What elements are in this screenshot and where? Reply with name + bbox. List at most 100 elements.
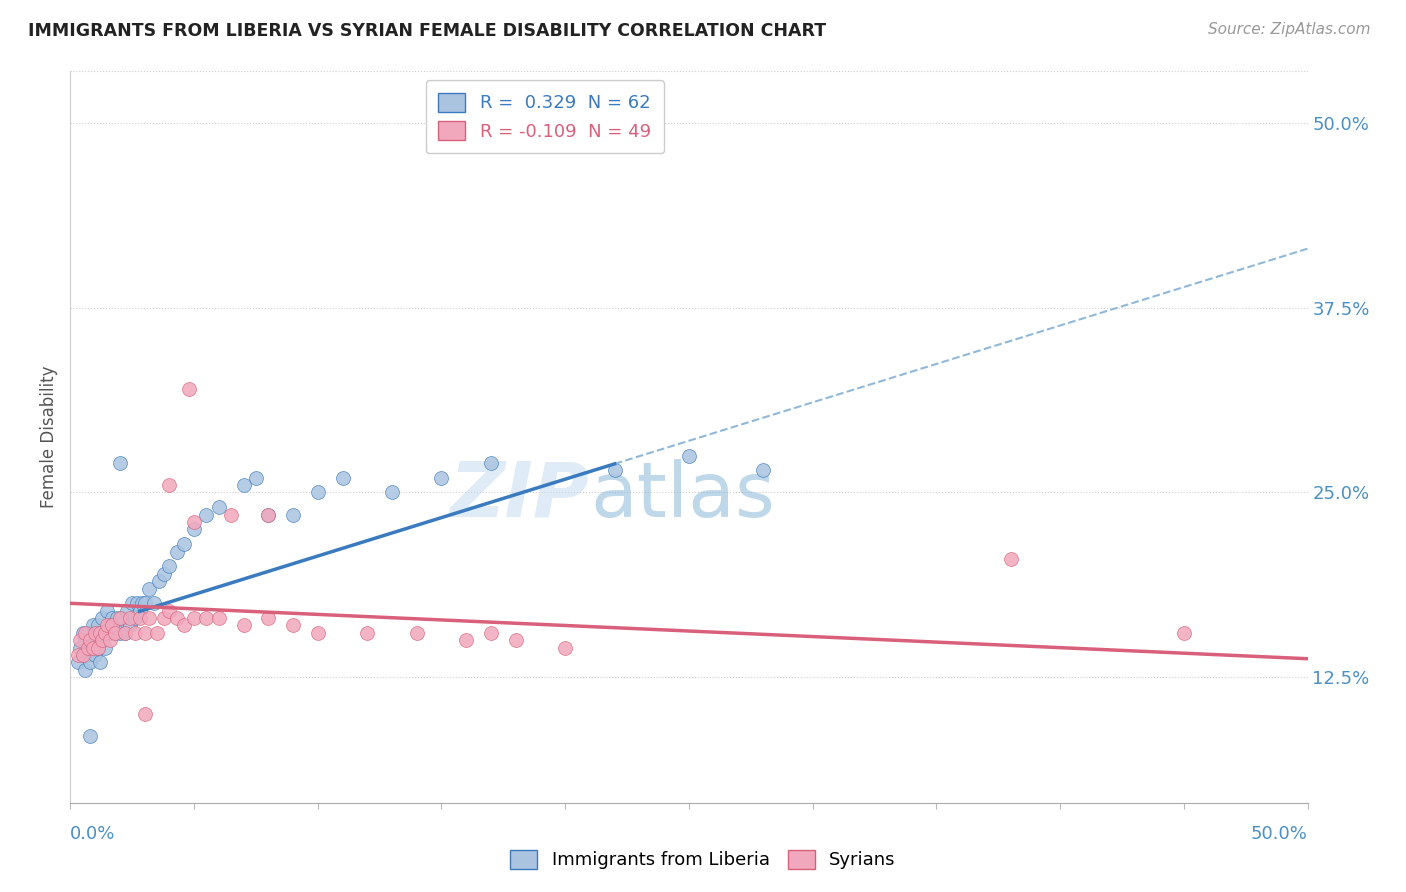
Point xyxy=(84,625,107,640)
Point xyxy=(166,611,188,625)
Point xyxy=(75,625,97,640)
Legend: R =  0.329  N = 62, R = -0.109  N = 49: R = 0.329 N = 62, R = -0.109 N = 49 xyxy=(426,80,664,153)
Point xyxy=(79,729,101,743)
Point xyxy=(89,625,111,640)
Point xyxy=(257,508,280,522)
Point xyxy=(108,625,131,640)
Text: Source: ZipAtlas.com: Source: ZipAtlas.com xyxy=(1208,22,1371,37)
Point xyxy=(115,604,138,618)
Point xyxy=(124,625,146,640)
Point xyxy=(69,640,91,655)
Point xyxy=(143,596,166,610)
Point xyxy=(108,456,131,470)
Point xyxy=(752,463,775,477)
Legend: Immigrants from Liberia, Syrians: Immigrants from Liberia, Syrians xyxy=(501,841,905,879)
Point xyxy=(105,611,128,625)
Point xyxy=(96,625,118,640)
Point xyxy=(208,500,231,515)
Text: ZIP: ZIP xyxy=(450,458,591,533)
Point xyxy=(153,566,176,581)
Point xyxy=(281,508,304,522)
Point xyxy=(381,485,404,500)
Point xyxy=(76,648,98,662)
Point xyxy=(153,611,176,625)
Point xyxy=(430,471,453,485)
Point xyxy=(148,574,170,589)
Point xyxy=(82,640,104,655)
Point xyxy=(603,463,626,477)
Point xyxy=(157,604,180,618)
Point xyxy=(72,648,94,662)
Point xyxy=(183,523,205,537)
Point xyxy=(232,618,254,632)
Point xyxy=(86,640,108,655)
Point xyxy=(108,611,131,625)
Point xyxy=(76,625,98,640)
Point xyxy=(69,633,91,648)
Point xyxy=(146,625,169,640)
Point xyxy=(1173,625,1195,640)
Text: 0.0%: 0.0% xyxy=(70,825,115,843)
Point xyxy=(554,640,576,655)
Point xyxy=(281,618,304,632)
Point xyxy=(75,663,97,677)
Point xyxy=(114,625,136,640)
Point xyxy=(82,640,104,655)
Point xyxy=(456,633,478,648)
Point xyxy=(245,471,267,485)
Point xyxy=(166,544,188,558)
Point xyxy=(89,656,111,670)
Point xyxy=(232,478,254,492)
Point xyxy=(157,559,180,574)
Point xyxy=(177,382,200,396)
Point xyxy=(66,648,89,662)
Point xyxy=(84,648,107,662)
Point xyxy=(89,625,111,640)
Point xyxy=(307,485,329,500)
Point xyxy=(479,625,502,640)
Point xyxy=(134,625,156,640)
Point xyxy=(104,625,127,640)
Point xyxy=(131,596,153,610)
Point xyxy=(114,625,136,640)
Point xyxy=(82,618,104,632)
Point xyxy=(75,633,97,648)
Point xyxy=(405,625,427,640)
Point xyxy=(101,618,124,632)
Point xyxy=(72,625,94,640)
Point xyxy=(134,596,156,610)
Point xyxy=(134,707,156,722)
Text: IMMIGRANTS FROM LIBERIA VS SYRIAN FEMALE DISABILITY CORRELATION CHART: IMMIGRANTS FROM LIBERIA VS SYRIAN FEMALE… xyxy=(28,22,827,40)
Point xyxy=(173,618,195,632)
Point xyxy=(91,633,114,648)
Point xyxy=(356,625,378,640)
Point xyxy=(138,611,160,625)
Point xyxy=(98,633,121,648)
Point xyxy=(66,656,89,670)
Point xyxy=(86,640,108,655)
Point xyxy=(86,618,108,632)
Point xyxy=(79,656,101,670)
Point xyxy=(111,611,134,625)
Point xyxy=(79,633,101,648)
Point xyxy=(79,633,101,648)
Point xyxy=(91,633,114,648)
Point xyxy=(173,537,195,551)
Point xyxy=(219,508,242,522)
Point xyxy=(1000,552,1022,566)
Point xyxy=(96,604,118,618)
Point xyxy=(104,625,127,640)
Point xyxy=(195,508,218,522)
Point xyxy=(98,625,121,640)
Point xyxy=(94,625,117,640)
Text: 50.0%: 50.0% xyxy=(1251,825,1308,843)
Point xyxy=(183,611,205,625)
Point xyxy=(307,625,329,640)
Point xyxy=(127,596,149,610)
Point xyxy=(195,611,218,625)
Point xyxy=(257,611,280,625)
Point xyxy=(101,611,124,625)
Point xyxy=(118,618,141,632)
Point xyxy=(96,618,118,632)
Text: atlas: atlas xyxy=(591,458,775,533)
